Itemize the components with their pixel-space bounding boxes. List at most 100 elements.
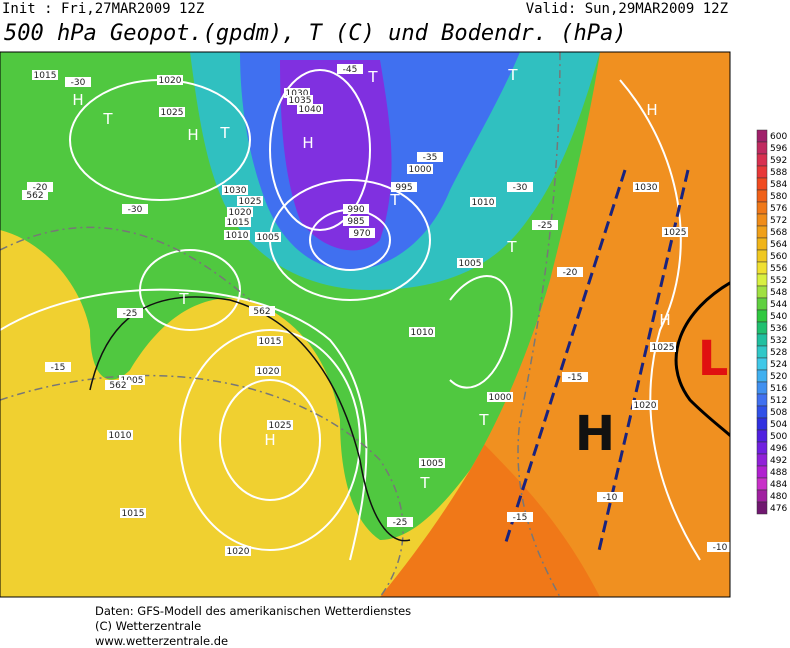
label-box	[343, 204, 369, 214]
footer-line: Daten: GFS-Modell des amerikanischen Wet…	[95, 604, 411, 618]
legend-label: 528	[770, 348, 787, 358]
isoline-label: -25	[123, 309, 138, 319]
label-box	[105, 380, 131, 390]
legend-swatch	[756, 165, 768, 179]
legend-swatch	[756, 453, 768, 467]
label-box	[120, 508, 146, 518]
map-title: 500 hPa Geopot.(gpdm), T (C) und Bodendr…	[4, 21, 627, 46]
label-box	[227, 207, 253, 217]
legend-swatch	[756, 405, 768, 419]
footer-line: www.wetterzentrale.de	[95, 634, 228, 648]
big-low: L	[698, 331, 729, 387]
isoline-label: 1005	[257, 233, 280, 243]
pressure-center: T	[389, 191, 400, 209]
legend-label: 512	[770, 396, 787, 406]
label-box	[662, 227, 688, 237]
pressure-center: H	[72, 91, 83, 109]
label-box	[391, 182, 417, 192]
label-box	[159, 107, 185, 117]
isoline-label: 1025	[269, 421, 292, 431]
pressure-center: T	[102, 110, 113, 128]
label-box	[557, 267, 583, 277]
label-box	[255, 366, 281, 376]
label-box	[255, 232, 281, 242]
isoline-label: -30	[513, 183, 528, 193]
isoline-label: 1015	[34, 71, 57, 81]
label-box	[119, 375, 145, 385]
isoline-label: 990	[347, 205, 364, 215]
label-box	[632, 400, 658, 410]
legend-label: 552	[770, 276, 787, 286]
legend-swatch	[756, 381, 768, 395]
isoline-label: -10	[713, 543, 728, 553]
label-box	[417, 152, 443, 162]
label-box	[297, 104, 323, 114]
legend-label: 596	[770, 144, 787, 154]
isoline-label: -15	[568, 373, 583, 383]
label-box	[122, 204, 148, 214]
label-box	[237, 196, 263, 206]
legend-label: 520	[770, 372, 787, 382]
legend-swatch	[756, 321, 768, 335]
label-box	[349, 228, 375, 238]
isoline-label: 1005	[121, 376, 144, 386]
legend-swatch	[756, 465, 768, 479]
isoline-label: 1015	[122, 509, 145, 519]
legend-label: 572	[770, 216, 787, 226]
label-box	[157, 75, 183, 85]
legend-swatch	[756, 201, 768, 215]
temperature-lines	[0, 52, 561, 597]
legend-label: 480	[770, 492, 787, 502]
legend-label: 524	[770, 360, 787, 370]
label-box	[284, 88, 310, 98]
legend-label: 476	[770, 504, 787, 514]
legend-swatch	[756, 501, 768, 515]
isoline-label: -30	[71, 78, 86, 88]
label-box	[337, 64, 363, 74]
legend-label: 568	[770, 228, 787, 238]
legend-swatch	[756, 393, 768, 407]
legend-swatch	[756, 141, 768, 155]
label-box	[597, 492, 623, 502]
pressure-center: T	[367, 68, 378, 86]
isoline-label: 1020	[227, 547, 250, 557]
isoline-label: 1000	[489, 393, 512, 403]
legend-swatch	[756, 441, 768, 455]
legend-swatch	[756, 225, 768, 239]
legend-label: 504	[770, 420, 787, 430]
legend-swatch	[756, 249, 768, 263]
label-box	[224, 230, 250, 240]
legend-label: 544	[770, 300, 787, 310]
isoline-label: 1005	[459, 259, 482, 269]
isoline-label: 562	[26, 191, 43, 201]
big-high: H	[575, 406, 615, 462]
isoline-label: 1025	[664, 228, 687, 238]
isoline-label: 985	[347, 217, 364, 227]
legend-swatch	[756, 153, 768, 167]
isoline-label: 1015	[227, 218, 250, 228]
label-box	[532, 220, 558, 230]
legend-label: 540	[770, 312, 787, 322]
label-box	[650, 342, 676, 352]
label-box	[257, 336, 283, 346]
legend-swatch	[756, 189, 768, 203]
legend-swatch	[756, 297, 768, 311]
label-box	[45, 362, 71, 372]
label-box	[222, 185, 248, 195]
isoline-label: 1020	[229, 208, 252, 218]
legend-swatch	[756, 357, 768, 371]
isoline-label: 1025	[161, 108, 184, 118]
label-box	[117, 308, 143, 318]
legend-swatch	[756, 177, 768, 191]
isoline-label: 1025	[239, 197, 262, 207]
isoline-label: 562	[109, 381, 126, 391]
legend-swatch	[756, 345, 768, 359]
label-box	[287, 95, 313, 105]
label-box	[707, 542, 730, 552]
isobars	[0, 69, 701, 561]
legend-swatch	[756, 489, 768, 503]
map-frame	[0, 51, 731, 598]
isoline-label: 562	[253, 307, 270, 317]
